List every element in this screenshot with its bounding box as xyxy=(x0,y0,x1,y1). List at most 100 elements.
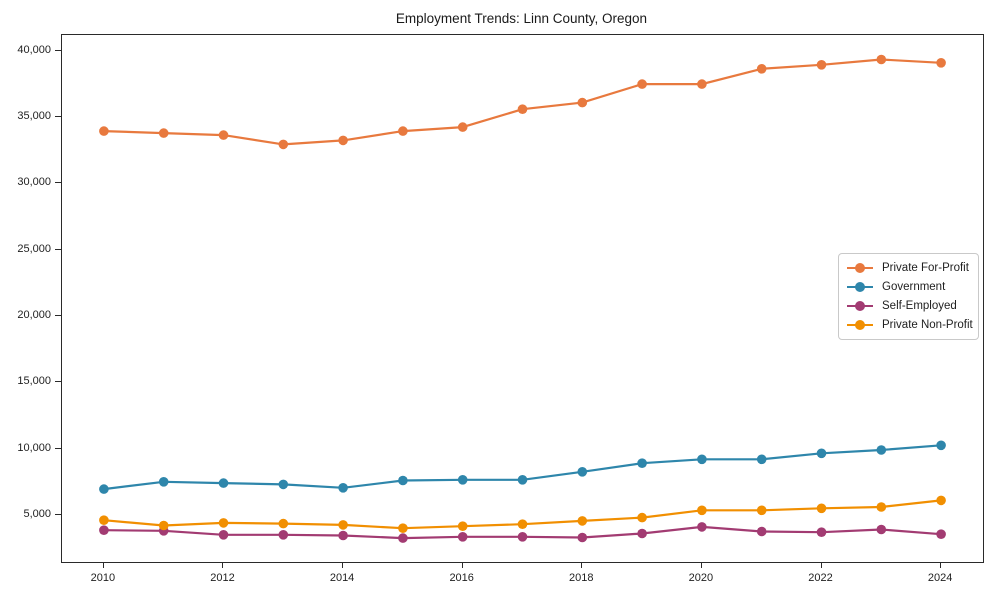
x-tick-label: 2010 xyxy=(90,572,116,584)
data-point-government xyxy=(158,477,169,487)
x-tick-label: 2014 xyxy=(329,572,355,584)
data-point-private-for-profit xyxy=(457,122,468,132)
y-tick-mark xyxy=(55,381,61,383)
chart-title: Employment Trends: Linn County, Oregon xyxy=(395,11,648,26)
data-point-self-employed xyxy=(99,525,109,535)
data-point-private-for-profit xyxy=(158,128,169,138)
data-point-private-non-profit xyxy=(338,520,348,530)
y-tick-label: 25,000 xyxy=(17,242,51,255)
data-point-private-non-profit xyxy=(398,523,408,533)
x-tick-mark xyxy=(700,562,702,568)
data-point-self-employed xyxy=(278,530,289,540)
data-point-private-non-profit xyxy=(697,505,707,516)
data-point-government xyxy=(99,484,109,494)
plot-area xyxy=(61,34,984,563)
legend-label: Self-Employed xyxy=(882,299,957,312)
data-point-private-for-profit xyxy=(876,54,887,65)
data-point-private-non-profit xyxy=(876,502,887,512)
data-point-self-employed xyxy=(398,533,408,543)
line-chart-canvas xyxy=(99,54,946,543)
data-point-government xyxy=(517,475,528,485)
y-tick-mark xyxy=(55,248,61,250)
data-point-government xyxy=(637,458,647,469)
data-point-self-employed xyxy=(577,532,588,543)
y-tick-mark xyxy=(55,182,61,184)
data-point-private-for-profit xyxy=(99,126,109,136)
legend-label: Private Non-Profit xyxy=(882,318,973,331)
y-tick-label: 10,000 xyxy=(17,441,51,454)
legend-line-swatch xyxy=(847,300,873,311)
y-tick-mark xyxy=(55,315,61,317)
data-point-government xyxy=(577,467,588,477)
data-point-private-non-profit xyxy=(816,503,827,514)
x-tick-mark xyxy=(581,562,583,568)
data-point-private-non-profit xyxy=(637,512,647,523)
x-tick-mark xyxy=(222,562,224,568)
x-tick-mark xyxy=(342,562,344,568)
x-tick-label: 2022 xyxy=(808,572,833,584)
x-tick-label: 2020 xyxy=(688,572,714,584)
data-point-private-non-profit xyxy=(218,518,229,528)
data-point-private-for-profit xyxy=(756,64,767,74)
x-tick-mark xyxy=(940,562,942,568)
legend-marker-dot xyxy=(855,263,865,274)
legend-line-swatch xyxy=(847,319,873,330)
data-point-self-employed xyxy=(936,529,946,539)
data-point-government xyxy=(398,475,408,486)
data-point-private-for-profit xyxy=(637,79,647,89)
data-point-private-for-profit xyxy=(398,126,408,136)
legend-line-swatch xyxy=(847,263,873,274)
data-point-private-for-profit xyxy=(338,135,348,146)
data-point-private-non-profit xyxy=(158,520,169,531)
data-point-government xyxy=(338,483,348,493)
data-point-government xyxy=(697,454,707,465)
series-markers-government xyxy=(99,440,946,494)
legend-marker-dot xyxy=(855,282,865,293)
legend-marker-dot xyxy=(855,300,865,311)
data-point-government xyxy=(816,448,827,459)
legend-item-government: Government xyxy=(847,278,971,297)
data-point-government xyxy=(936,440,946,451)
data-point-self-employed xyxy=(517,532,528,542)
data-point-self-employed xyxy=(756,526,767,537)
y-tick-label: 35,000 xyxy=(17,110,51,123)
legend-marker-dot xyxy=(855,319,865,330)
data-point-private-non-profit xyxy=(457,521,468,531)
data-point-private-for-profit xyxy=(517,104,528,114)
data-point-private-non-profit xyxy=(756,505,767,516)
data-point-self-employed xyxy=(457,532,468,542)
data-point-self-employed xyxy=(876,524,887,535)
data-point-self-employed xyxy=(338,530,348,541)
y-tick-label: 5,000 xyxy=(23,507,51,520)
y-tick-mark xyxy=(55,49,61,51)
legend-label: Private For-Profit xyxy=(882,262,969,275)
x-tick-mark xyxy=(102,562,104,568)
data-point-private-for-profit xyxy=(577,97,588,108)
data-point-private-non-profit xyxy=(99,515,109,525)
data-point-private-non-profit xyxy=(936,495,946,506)
data-point-private-for-profit xyxy=(936,58,946,68)
y-tick-label: 20,000 xyxy=(17,309,51,322)
data-point-government xyxy=(218,478,229,488)
x-tick-mark xyxy=(820,562,822,568)
data-point-government xyxy=(756,454,767,465)
legend-label: Government xyxy=(882,281,946,294)
x-tick-label: 2012 xyxy=(210,572,235,584)
data-point-private-for-profit xyxy=(816,60,827,70)
x-tick-label: 2024 xyxy=(927,572,953,584)
y-tick-label: 40,000 xyxy=(17,43,51,56)
data-point-private-for-profit xyxy=(218,130,229,140)
data-point-self-employed xyxy=(816,527,827,537)
data-point-self-employed xyxy=(637,528,647,539)
x-tick-label: 2018 xyxy=(569,572,594,584)
series-markers-private-for-profit xyxy=(99,54,946,150)
legend-item-private-for-profit: Private For-Profit xyxy=(847,259,971,278)
x-tick-mark xyxy=(461,562,463,568)
series-line-private-for-profit xyxy=(103,58,942,146)
data-point-private-for-profit xyxy=(278,139,289,150)
data-point-self-employed xyxy=(697,522,707,532)
legend-item-private-non-profit: Private Non-Profit xyxy=(847,315,973,334)
data-point-self-employed xyxy=(218,530,229,540)
data-point-government xyxy=(457,475,468,485)
